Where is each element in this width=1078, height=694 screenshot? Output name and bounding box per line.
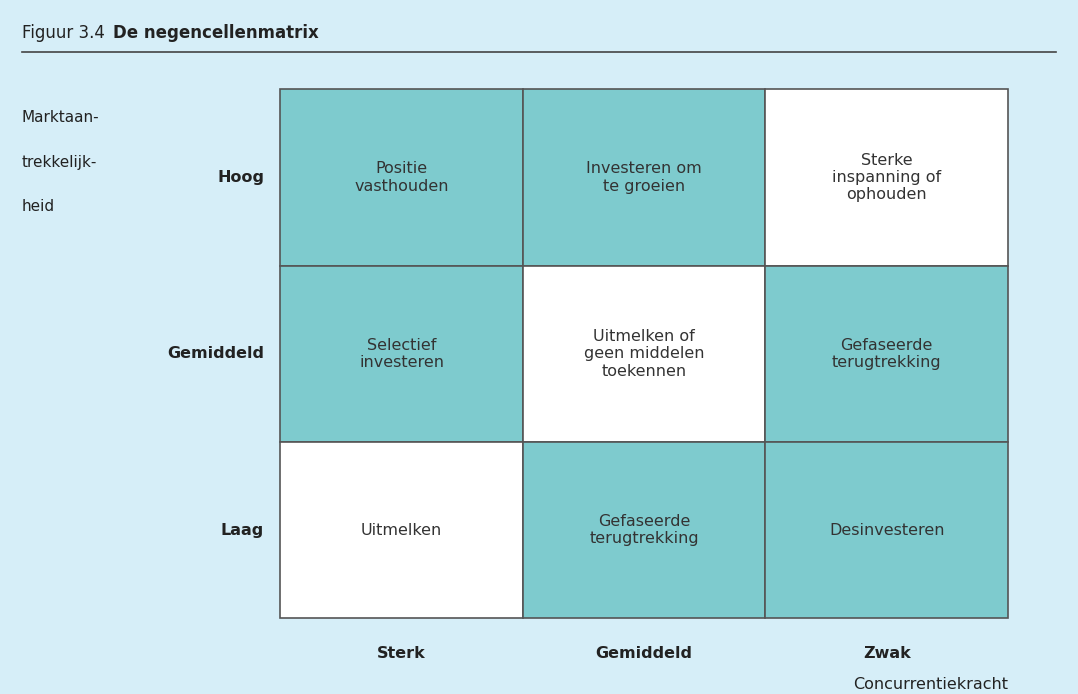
Text: heid: heid — [22, 199, 55, 214]
FancyBboxPatch shape — [523, 442, 765, 618]
Text: Gemiddeld: Gemiddeld — [596, 646, 692, 661]
Text: Uitmelken: Uitmelken — [361, 523, 442, 538]
FancyBboxPatch shape — [523, 266, 765, 442]
FancyBboxPatch shape — [765, 90, 1008, 266]
Text: Sterke
inspanning of
ophouden: Sterke inspanning of ophouden — [832, 153, 941, 203]
Text: trekkelijk-: trekkelijk- — [22, 155, 97, 169]
Text: Hoog: Hoog — [217, 170, 264, 185]
Text: Sterk: Sterk — [377, 646, 426, 661]
Text: De negencellenmatrix: De negencellenmatrix — [113, 24, 319, 42]
FancyBboxPatch shape — [280, 266, 523, 442]
FancyBboxPatch shape — [765, 266, 1008, 442]
Text: Gefaseerde
terugtrekking: Gefaseerde terugtrekking — [590, 514, 699, 546]
Text: Gefaseerde
terugtrekking: Gefaseerde terugtrekking — [832, 337, 941, 370]
Text: Uitmelken of
geen middelen
toekennen: Uitmelken of geen middelen toekennen — [584, 329, 704, 379]
Text: Gemiddeld: Gemiddeld — [167, 346, 264, 362]
Text: Laag: Laag — [221, 523, 264, 538]
Text: Positie
vasthouden: Positie vasthouden — [355, 161, 448, 194]
Text: Marktaan-: Marktaan- — [22, 110, 99, 125]
Text: Figuur 3.4: Figuur 3.4 — [22, 24, 105, 42]
Text: Selectief
investeren: Selectief investeren — [359, 337, 444, 370]
FancyBboxPatch shape — [523, 90, 765, 266]
Text: Concurrentiekracht: Concurrentiekracht — [853, 677, 1008, 692]
FancyBboxPatch shape — [280, 90, 523, 266]
FancyBboxPatch shape — [765, 442, 1008, 618]
Text: Investeren om
te groeien: Investeren om te groeien — [586, 161, 702, 194]
Text: Zwak: Zwak — [862, 646, 911, 661]
FancyBboxPatch shape — [280, 442, 523, 618]
Text: Desinvesteren: Desinvesteren — [829, 523, 944, 538]
